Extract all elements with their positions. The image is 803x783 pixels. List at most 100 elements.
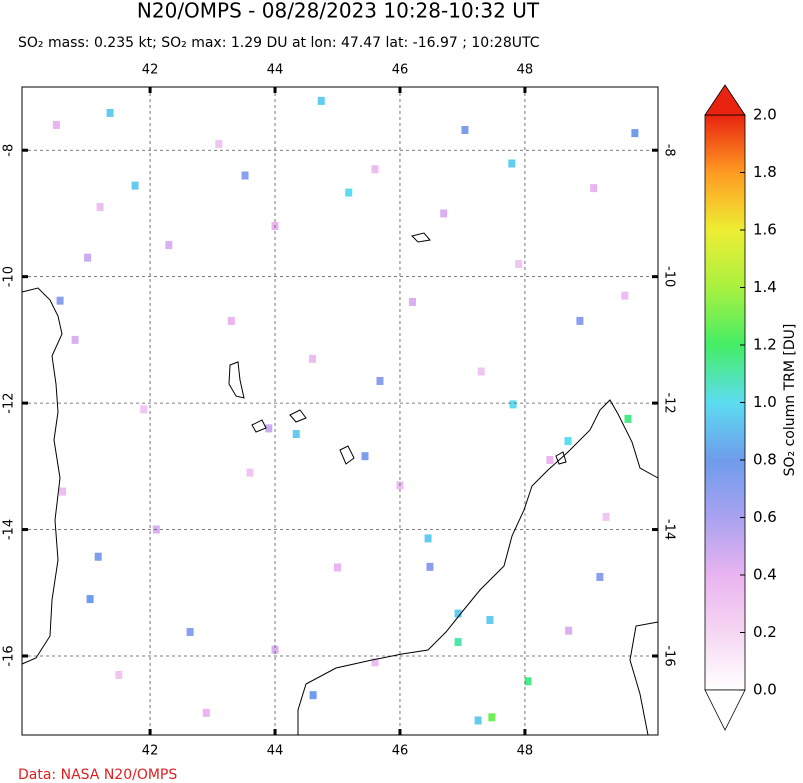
colorbar-tick-label: 0.4 [753, 566, 777, 584]
so2-pixel [602, 512, 610, 521]
y-tick-label: -12 [2, 392, 17, 413]
x-tick-label: 44 [267, 63, 284, 78]
so2-pixel [265, 424, 273, 433]
y-tick-label: -16 [2, 645, 17, 666]
y-tick-label: -10 [2, 266, 17, 287]
so2-pixel [508, 159, 516, 168]
so2-pixel [509, 400, 517, 409]
y-tick-label: -8 [2, 144, 17, 157]
so2-pixel [271, 645, 279, 654]
x-tick-label: 48 [517, 63, 534, 78]
so2-pixel [371, 165, 379, 174]
so2-pixel [202, 708, 210, 717]
x-tick-label: 46 [392, 63, 409, 78]
so2-pixel [52, 120, 60, 129]
so2-pixel [361, 452, 369, 461]
so2-pixel [317, 96, 325, 105]
so2-pixel [486, 615, 494, 624]
so2-pixel [440, 209, 448, 218]
so2-pixel [596, 572, 604, 581]
colorbar: 0.0 0.2 0.4 0.6 0.8 1.0 1.2 1.4 1.6 1.8 2.0 SO₂ col… [704, 84, 798, 731]
so2-pixel [215, 139, 223, 148]
coastline-madagascar [297, 399, 659, 735]
x-tick-label: 44 [267, 744, 284, 759]
island [289, 409, 307, 423]
source-note: Data: NASA N20/OMPS [18, 767, 177, 783]
colorbar-tick-label: 0.0 [753, 681, 777, 699]
so2-pixel [309, 354, 317, 363]
so2-pixel [631, 129, 639, 138]
so2-pixel [376, 376, 384, 385]
chart-title: N20/OMPS - 08/28/2023 10:28-10:32 UT [137, 0, 540, 23]
colorbar-tick-label: 1.8 [753, 163, 777, 181]
so2-pixel [56, 296, 64, 305]
map-frame [21, 86, 659, 736]
so2-pixel [59, 487, 67, 496]
so2-pixel [371, 658, 379, 667]
x-tick-label: 42 [142, 63, 159, 78]
so2-pixel [621, 291, 629, 300]
y-tick-label: -16 [662, 645, 677, 666]
x-tick-label: 46 [392, 744, 409, 759]
so2-pixel [515, 260, 523, 269]
coastline-africa [21, 287, 63, 665]
so2-pixel [165, 241, 173, 250]
y-tick-label: -14 [2, 519, 17, 540]
coastline-southeast [629, 621, 659, 736]
so2-pixel [524, 677, 532, 686]
so2-pixel [454, 609, 462, 618]
island [228, 361, 245, 399]
colorbar-scale [704, 114, 746, 691]
so2-pixel [227, 316, 235, 325]
colorbar-tick-label: 1.6 [753, 221, 777, 239]
y-tick-label: -12 [662, 392, 677, 413]
colorbar-tick-label: 0.8 [753, 451, 777, 469]
so2-pixel [292, 430, 300, 439]
colorbar-tick-label: 1.2 [753, 336, 777, 354]
colorbar-min-arrow [704, 689, 746, 731]
so2-pixel [576, 316, 584, 325]
so2-pixel [96, 203, 104, 212]
so2-pixel [424, 534, 432, 543]
island [555, 451, 567, 465]
island [411, 232, 431, 243]
so2-pixel [624, 414, 632, 423]
y-tick-label: -14 [662, 519, 677, 540]
y-tick-label: -10 [662, 266, 677, 287]
so2-pixel [140, 405, 148, 414]
so2-pixel [309, 691, 317, 700]
x-tick-label: 48 [517, 744, 534, 759]
colorbar-tick-label: 2.0 [753, 106, 777, 124]
so2-pixel [345, 188, 353, 197]
so2-pixel [106, 108, 114, 117]
so2-pixel [477, 367, 485, 376]
so2-pixel [474, 716, 482, 725]
colorbar-tick-label: 1.4 [753, 278, 777, 296]
island [251, 419, 267, 433]
so2-pixel [408, 297, 416, 306]
so2-pixel [131, 181, 139, 190]
map-background [22, 87, 658, 735]
so2-pixel [86, 595, 94, 604]
so2-pixel [241, 171, 249, 180]
colorbar-tick-label: 0.2 [753, 623, 777, 641]
so2-pixel [565, 626, 573, 635]
so2-pixel [426, 562, 434, 571]
chart-subtitle: SO₂ mass: 0.235 kt; SO₂ max: 1.29 DU at … [18, 35, 540, 51]
so2-pixel [461, 125, 469, 134]
so2-pixel [94, 552, 102, 561]
so2-pixel [84, 253, 92, 262]
colorbar-tick-label: 0.6 [753, 508, 777, 526]
so2-pixel [186, 627, 194, 636]
colorbar-label: SO₂ column TRM [DU] [782, 324, 798, 477]
so2-pixel [246, 468, 254, 477]
so2-pixel [546, 455, 554, 464]
grid-layer [22, 87, 658, 735]
so2-pixel [454, 638, 462, 647]
island [339, 445, 355, 465]
so2-pixel [71, 335, 79, 344]
colorbar-tick-label: 1.0 [753, 393, 777, 411]
so2-pixel [488, 713, 496, 722]
colorbar-max-arrow [704, 84, 746, 116]
